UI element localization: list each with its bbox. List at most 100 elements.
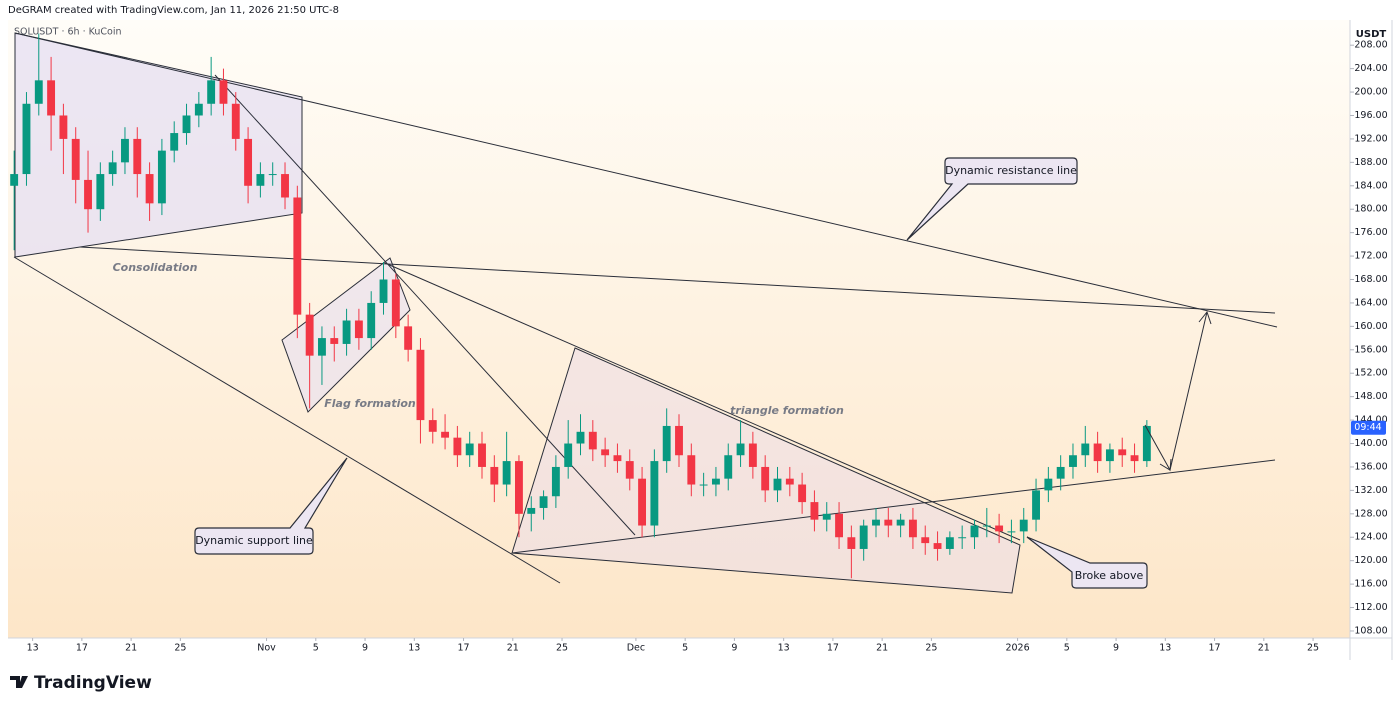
candle-body [428, 420, 437, 432]
x-tick-label: 21 [507, 643, 519, 654]
candle-body [625, 461, 634, 479]
candle-body [354, 320, 363, 339]
candle-body [638, 478, 647, 526]
x-tick-label: 2026 [1005, 643, 1029, 654]
candle-body [84, 179, 92, 210]
projection-arrow [1144, 310, 1212, 472]
candle-body [1118, 449, 1127, 456]
candle-body [1130, 455, 1139, 462]
x-tick-label: 17 [1209, 643, 1221, 654]
candle-body [798, 484, 807, 503]
x-tick-label: 17 [76, 643, 88, 654]
candle-body [478, 443, 486, 467]
candle-body [810, 502, 819, 520]
candle-body [613, 455, 622, 462]
candle-body [687, 455, 696, 485]
x-tick-label: 5 [313, 643, 319, 654]
y-tick-label: 108.00 [1354, 625, 1387, 636]
candle-body [1081, 443, 1090, 456]
y-tick-label: 148.00 [1354, 391, 1387, 402]
candle-body [71, 138, 80, 180]
candle-body [576, 431, 585, 444]
logo-text: TradingView [34, 673, 152, 693]
x-tick-label: 13 [408, 643, 420, 654]
callout [194, 457, 348, 555]
candle-body [675, 425, 683, 456]
y-tick-label: 160.00 [1354, 321, 1387, 332]
x-tick-label: 9 [1113, 643, 1119, 654]
x-tick-label: 17 [457, 643, 469, 654]
y-tick-label: 196.00 [1354, 110, 1387, 121]
candle-body [945, 537, 954, 549]
candle-body [281, 174, 289, 198]
candle-body [219, 80, 228, 104]
candle-body [268, 174, 277, 176]
x-tick-label: Dec [627, 643, 645, 654]
candle-body [515, 461, 523, 514]
horizontal-line [79, 246, 1276, 314]
candle-body [859, 525, 868, 549]
x-tick-label: 21 [1258, 643, 1270, 654]
y-tick-label: 120.00 [1354, 555, 1387, 566]
candles [10, 33, 1151, 579]
candle-body [182, 115, 191, 134]
currency: USDT [1356, 29, 1387, 40]
callout [906, 157, 1078, 241]
candle-body [982, 525, 991, 527]
candle-body [551, 466, 560, 497]
x-tick-label: 5 [1064, 643, 1070, 654]
y-tick-label: 184.00 [1354, 180, 1387, 191]
candle-body [921, 537, 930, 544]
candle-body [133, 138, 142, 175]
candle-body [207, 80, 216, 104]
candle-body [785, 478, 794, 485]
candle-body [958, 537, 967, 539]
x-tick-label: 25 [556, 643, 568, 654]
arrow-head [1159, 458, 1172, 471]
candle-body [404, 326, 413, 350]
x-tick-label: 21 [125, 643, 137, 654]
candle-body [416, 349, 425, 421]
candle-body [465, 443, 474, 456]
candle-body [305, 314, 314, 356]
y-tick-label: 168.00 [1354, 274, 1387, 285]
candle-body [711, 478, 720, 485]
candle-body [10, 174, 19, 186]
x-tick-label: 9 [362, 643, 368, 654]
y-tick-label: 140.00 [1354, 438, 1387, 449]
candle-body [527, 507, 536, 514]
candle-body [490, 466, 499, 485]
x-tick-label: 25 [174, 643, 186, 654]
candle-body [231, 103, 240, 139]
candle-body [884, 519, 893, 526]
candle-body [847, 537, 856, 549]
credit: DeGRAM created with TradingView.com, Jan… [8, 5, 339, 16]
candle-body [1093, 443, 1102, 462]
candle-body [391, 279, 400, 327]
candle-body [773, 478, 782, 491]
callout [1026, 536, 1148, 589]
y-tick-label: 200.00 [1354, 87, 1387, 98]
rising-line [511, 459, 1276, 554]
x-tick-label: 5 [682, 643, 688, 654]
x-tick-label: 13 [27, 643, 39, 654]
y-tick-label: 172.00 [1354, 251, 1387, 262]
x-tick-label: 9 [731, 643, 737, 654]
candle-body [96, 174, 105, 210]
y-tick-label: 188.00 [1354, 157, 1387, 168]
candle-body [761, 466, 770, 491]
y-tick-label: 144.00 [1354, 415, 1387, 426]
logo: TradingView [10, 673, 152, 693]
y-tick-label: 116.00 [1354, 579, 1387, 590]
candle-body [835, 513, 843, 538]
y-tick-label: 136.00 [1354, 461, 1387, 472]
axes: 108.00 112.00 116.00 120.00 124.00 128.00 132.… [27, 40, 1388, 654]
candle-body [601, 449, 610, 456]
y-tick-label: 192.00 [1354, 133, 1387, 144]
candle-body [342, 320, 351, 344]
logo-icon [10, 676, 28, 688]
arrow-head [1198, 310, 1212, 325]
x-tick-label: 25 [1307, 643, 1319, 654]
